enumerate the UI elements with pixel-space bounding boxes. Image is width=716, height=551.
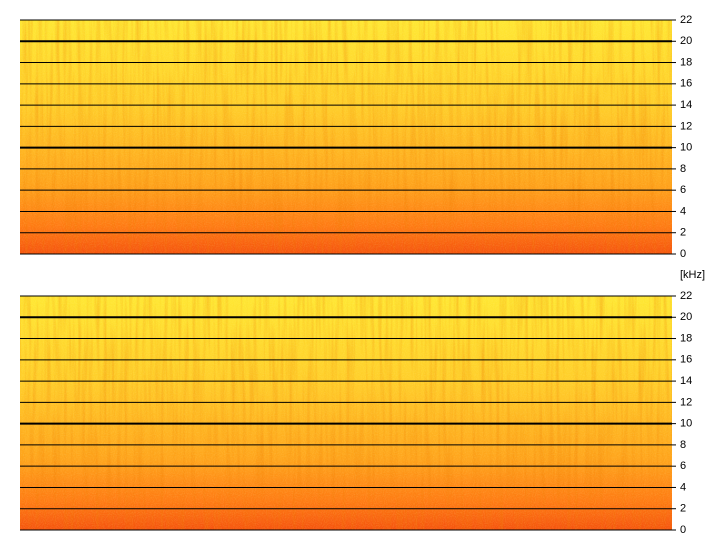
- y-tick-label: 18: [680, 56, 692, 68]
- y-tick-label: 2: [680, 227, 686, 239]
- y-tick-label: 2: [680, 503, 686, 515]
- y-tick-label: 10: [680, 142, 692, 154]
- y-tick-label: 6: [680, 184, 686, 196]
- channel-panel: 0 2 4 6 8 10 12 14 16 18 20 22 [kHz]: [20, 14, 705, 281]
- y-tick-label: 4: [680, 205, 686, 217]
- spectrogram-grain: [20, 296, 672, 530]
- y-tick-label: 12: [680, 396, 692, 408]
- y-axis-label: [kHz]: [680, 269, 705, 281]
- y-tick-label: 22: [680, 290, 692, 302]
- y-tick-label: 4: [680, 481, 686, 493]
- y-tick-label: 20: [680, 35, 692, 47]
- y-tick-label: 20: [680, 311, 692, 323]
- y-tick-label: 14: [680, 375, 692, 387]
- y-tick-label: 8: [680, 163, 686, 175]
- channel-panel: 0 2 4 6 8 10 12 14 16 18 20 22: [20, 290, 692, 536]
- y-tick-label: 18: [680, 332, 692, 344]
- spectrogram-grain: [20, 20, 672, 254]
- y-tick-label: 6: [680, 460, 686, 472]
- y-tick-label: 16: [680, 78, 692, 90]
- y-tick-label: 12: [680, 120, 692, 132]
- y-tick-label: 16: [680, 354, 692, 366]
- y-tick-label: 8: [680, 439, 686, 451]
- y-tick-label: 0: [680, 524, 686, 536]
- y-tick-label: 0: [680, 248, 686, 260]
- y-tick-label: 22: [680, 14, 692, 26]
- y-tick-label: 10: [680, 418, 692, 430]
- y-tick-label: 14: [680, 99, 692, 111]
